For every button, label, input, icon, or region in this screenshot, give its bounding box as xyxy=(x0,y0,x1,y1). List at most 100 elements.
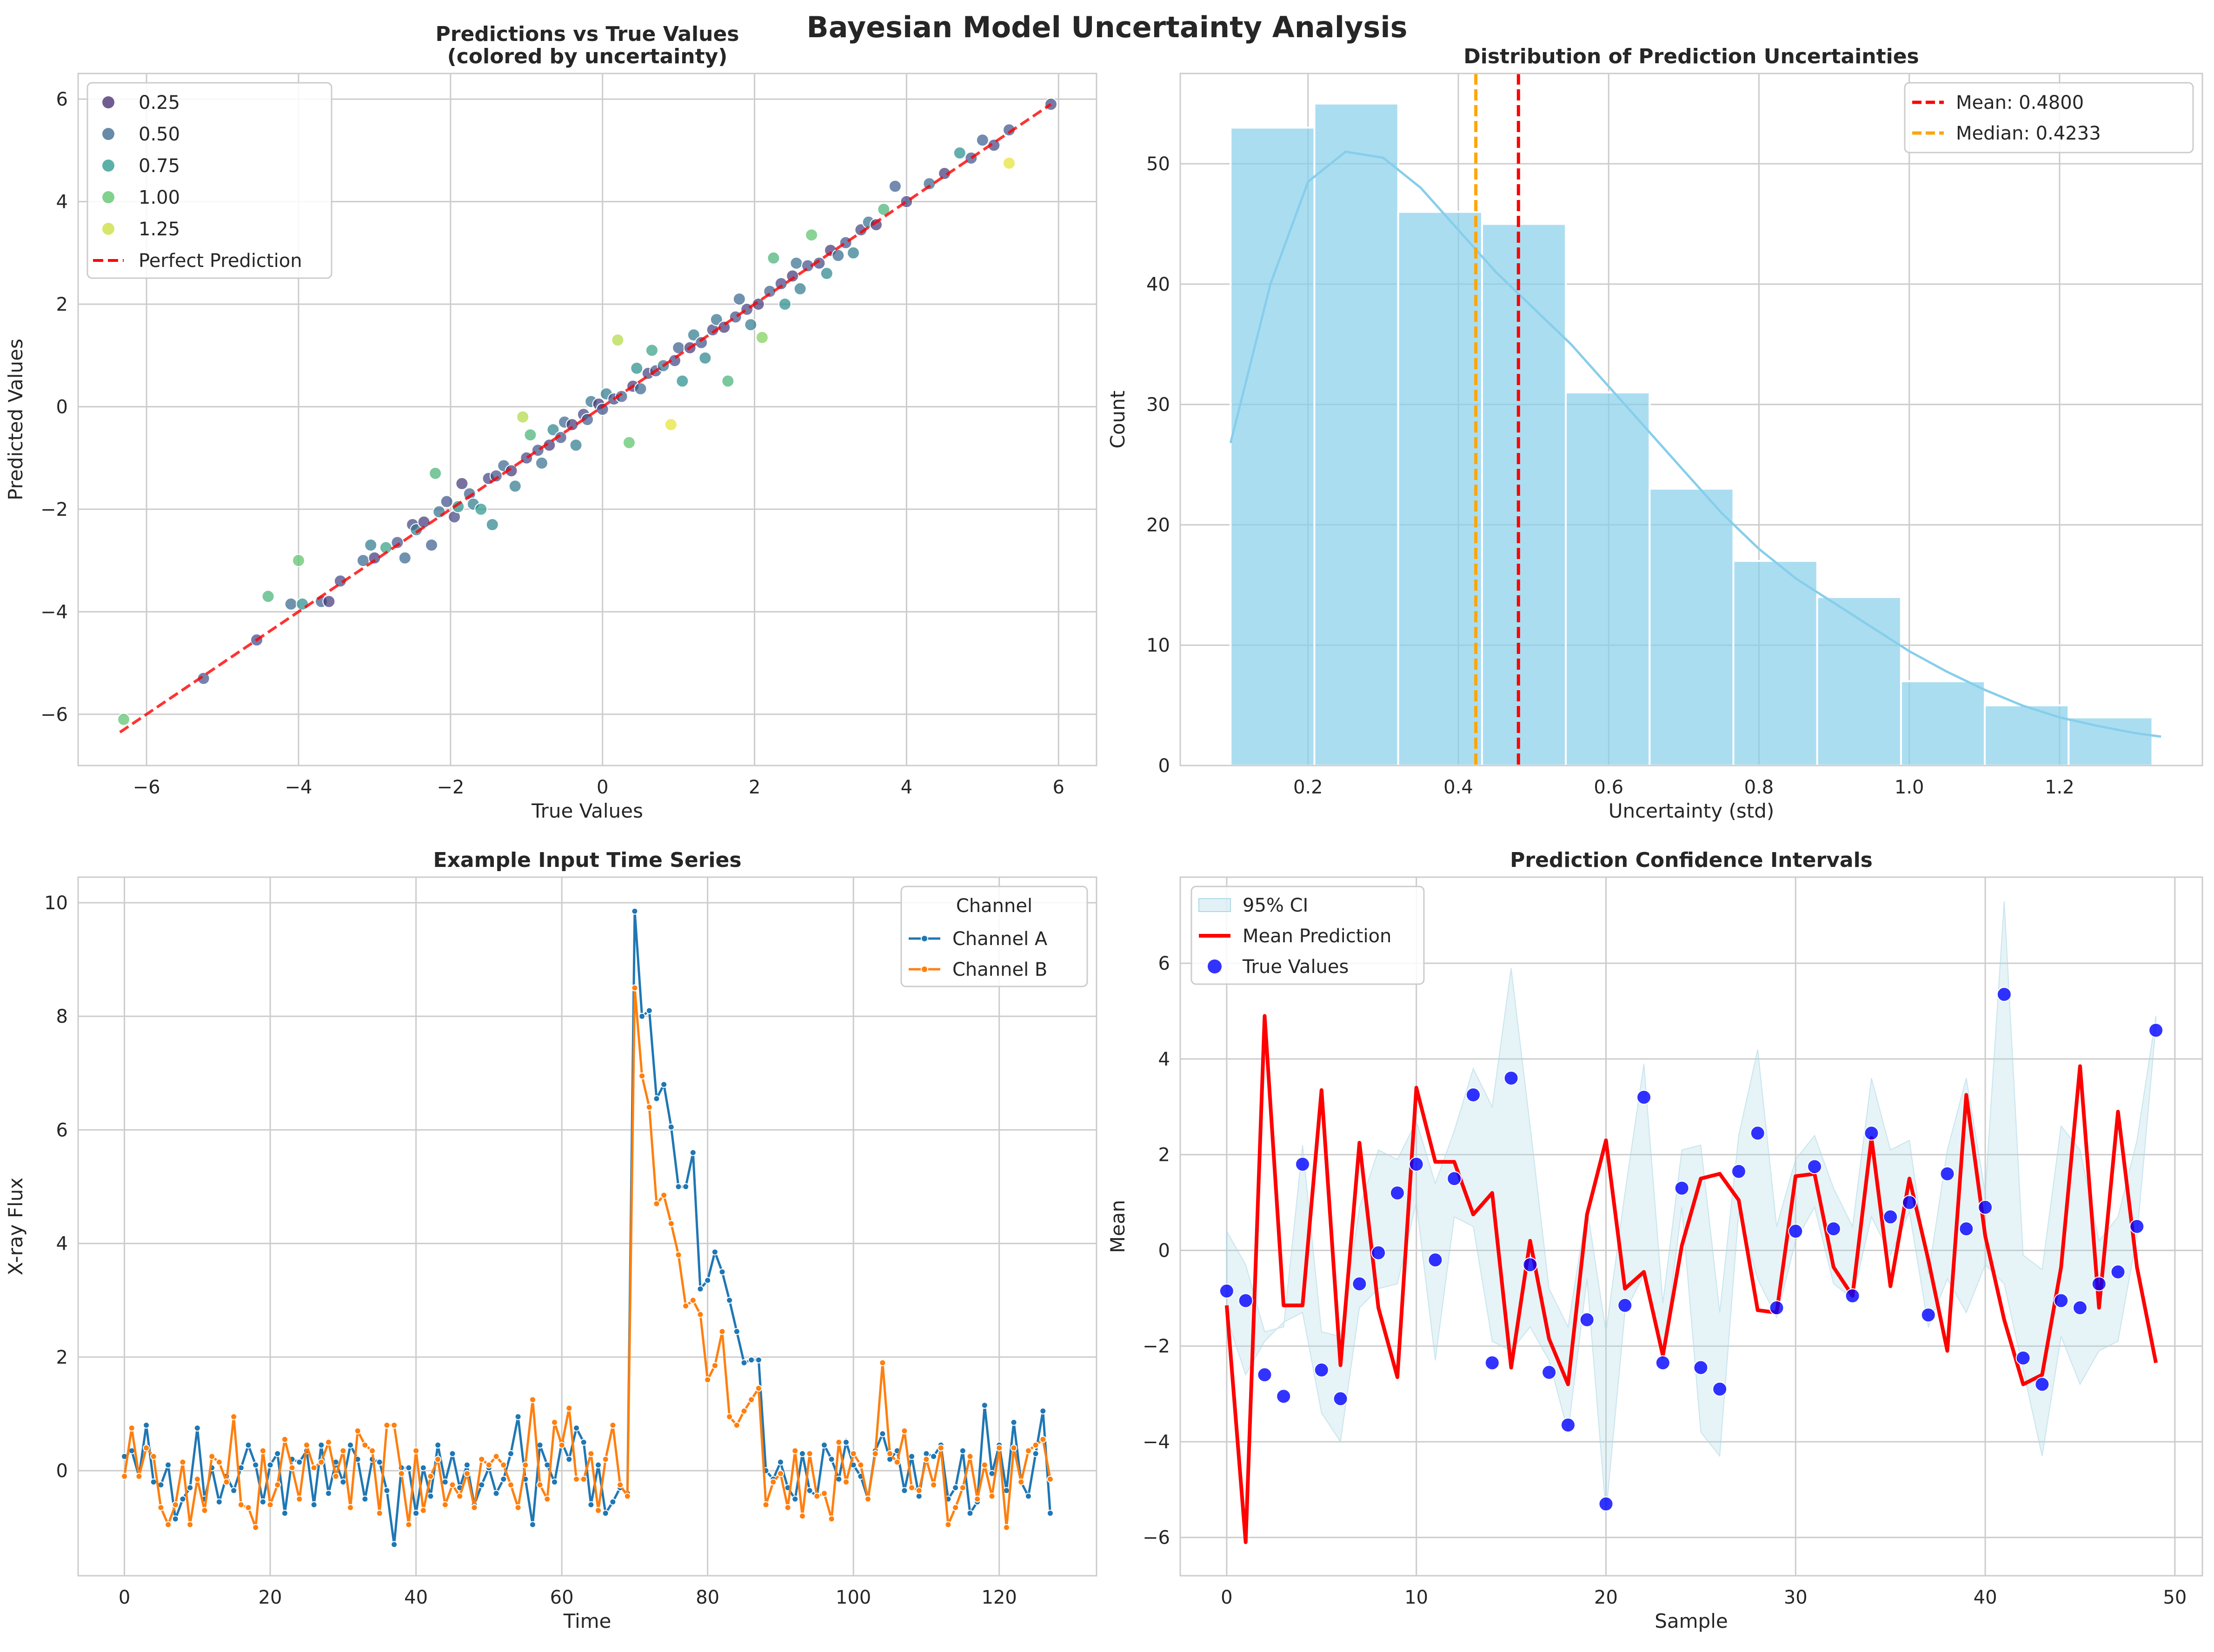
series-point xyxy=(266,1461,274,1469)
scatter-point xyxy=(546,423,560,437)
scatter-point xyxy=(744,318,758,332)
series-point xyxy=(988,1492,996,1500)
series-point xyxy=(893,1459,901,1466)
series-point xyxy=(274,1481,281,1489)
x-tick-label: −4 xyxy=(285,777,312,798)
true-value-point xyxy=(1769,1300,1784,1315)
series-point xyxy=(580,1475,587,1483)
series-point xyxy=(150,1479,157,1486)
series-point xyxy=(471,1504,478,1511)
x-tick-label: 0 xyxy=(119,1587,130,1608)
series-point xyxy=(675,1183,682,1191)
scatter-point xyxy=(888,180,902,193)
x-tick-label: 30 xyxy=(1784,1587,1808,1608)
scatter-point xyxy=(630,361,644,375)
y-tick-label: 6 xyxy=(1158,953,1170,974)
series-point xyxy=(631,907,638,915)
scatter-point xyxy=(432,505,446,519)
series-point xyxy=(427,1492,434,1500)
true-value-point xyxy=(1276,1389,1291,1404)
x-axis-label: Time xyxy=(563,1610,612,1632)
histogram-bar xyxy=(2068,716,2154,766)
series-point xyxy=(281,1436,288,1443)
scatter-point xyxy=(364,539,378,552)
series-point xyxy=(966,1453,974,1460)
series-point xyxy=(798,1450,806,1457)
x-tick-label: 1.0 xyxy=(1895,777,1924,798)
y-tick-label: −2 xyxy=(1143,1336,1170,1357)
y-tick-label: 0 xyxy=(1158,1240,1170,1261)
series-point xyxy=(711,1362,718,1369)
series-point xyxy=(879,1359,886,1366)
series-point xyxy=(572,1475,580,1483)
series-point xyxy=(500,1475,507,1483)
series-point xyxy=(638,1013,646,1020)
scatter-point xyxy=(508,480,522,493)
histogram-bar xyxy=(1230,127,1316,767)
true-value-point xyxy=(1940,1166,1955,1181)
x-axis-label: Sample xyxy=(1655,1610,1728,1632)
x-tick-label: −2 xyxy=(437,777,464,798)
series-point xyxy=(777,1459,784,1466)
scatter-points xyxy=(117,98,1057,726)
x-tick-label: 20 xyxy=(259,1587,282,1608)
series-point xyxy=(871,1450,879,1457)
series-point xyxy=(682,1183,690,1191)
x-axis-label: True Values xyxy=(531,799,643,822)
series-point xyxy=(653,1200,660,1207)
series-point xyxy=(419,1464,427,1472)
y-tick-label: 30 xyxy=(1146,394,1170,416)
series-point xyxy=(565,1456,573,1463)
true-value-point xyxy=(1428,1252,1443,1268)
series-point xyxy=(1032,1441,1039,1449)
scatter-point xyxy=(790,256,803,270)
true-value-point xyxy=(1712,1381,1728,1397)
series-point xyxy=(857,1461,864,1469)
legend-label: 1.00 xyxy=(139,187,180,208)
series-point xyxy=(391,1421,398,1429)
series-point xyxy=(733,1328,740,1335)
true-value-point xyxy=(1996,987,2012,1002)
series-point xyxy=(558,1441,565,1449)
series-point xyxy=(595,1507,602,1514)
x-tick-label: −6 xyxy=(133,777,160,798)
series-point xyxy=(602,1510,609,1517)
y-tick-label: 8 xyxy=(56,1006,68,1027)
series-point xyxy=(391,1541,398,1548)
series-point xyxy=(1017,1479,1025,1486)
scatter-point xyxy=(820,266,833,280)
series-point xyxy=(376,1459,383,1466)
series-point xyxy=(843,1439,850,1446)
true-value-point xyxy=(1636,1090,1652,1105)
series-point xyxy=(296,1495,303,1503)
scatter-point xyxy=(645,344,658,357)
x-tick-label: 0.6 xyxy=(1594,777,1623,798)
scatter-point xyxy=(755,331,769,344)
series-point xyxy=(230,1413,238,1420)
series-point xyxy=(609,1498,617,1505)
series-point xyxy=(966,1510,974,1517)
series-point xyxy=(704,1376,711,1384)
axes-title: (colored by uncertainty) xyxy=(447,45,728,68)
scatter-point xyxy=(455,477,469,490)
true-value-point xyxy=(1807,1159,1822,1174)
series-point xyxy=(711,1248,718,1256)
axes-title: Prediction Confidence Intervals xyxy=(1510,848,1873,872)
series-point xyxy=(325,1439,332,1446)
series-point xyxy=(500,1461,507,1469)
true-value-point xyxy=(1864,1126,1879,1141)
series-point xyxy=(230,1487,238,1494)
series-point xyxy=(186,1484,194,1492)
true-value-point xyxy=(1409,1157,1424,1172)
series-point xyxy=(718,1328,726,1335)
series-point xyxy=(791,1495,799,1503)
series-point xyxy=(755,1356,762,1364)
series-point xyxy=(441,1501,449,1508)
series-point xyxy=(369,1447,376,1454)
true-value-point xyxy=(2072,1300,2088,1315)
scatter-point xyxy=(721,374,735,388)
true-value-point xyxy=(1523,1257,1538,1272)
series-point xyxy=(274,1450,281,1457)
series-point xyxy=(835,1475,843,1483)
x-tick-label: 50 xyxy=(2163,1587,2187,1608)
